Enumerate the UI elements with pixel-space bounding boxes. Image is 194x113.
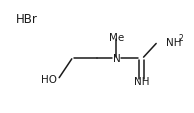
Text: N: N [113,54,120,64]
Text: NH: NH [134,76,149,86]
Text: HBr: HBr [16,13,37,26]
Text: Me: Me [109,32,124,42]
Text: HO: HO [41,74,56,84]
Text: 2: 2 [178,33,183,42]
Text: NH: NH [166,38,181,48]
